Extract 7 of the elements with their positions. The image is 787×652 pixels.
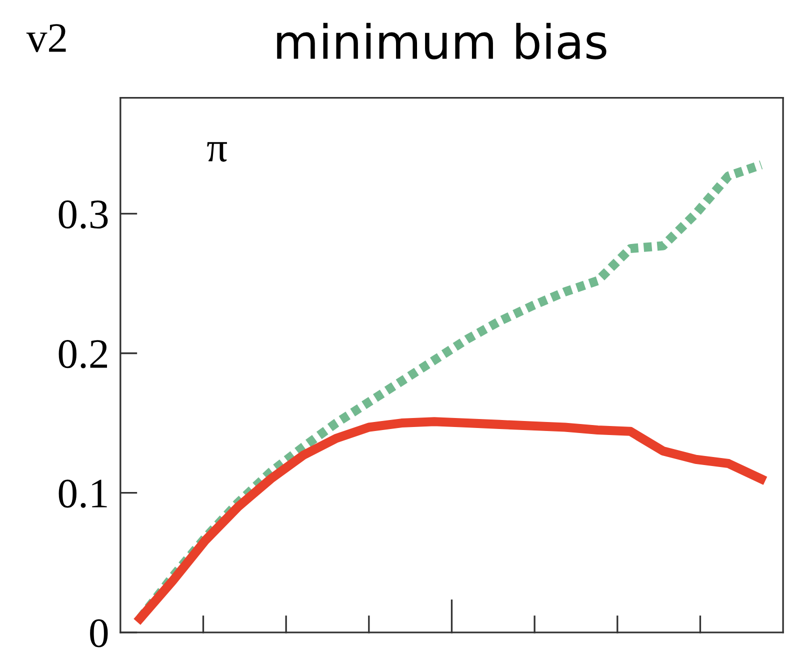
y-tick-label: 0.2: [58, 340, 107, 368]
chart-title: minimum bias: [277, 22, 606, 60]
y-axis-title: v2: [26, 24, 66, 52]
annotation: π: [207, 142, 227, 162]
y-tick-label: 0.3: [58, 200, 108, 229]
y-tick-label: 0: [90, 619, 108, 648]
y-tick-label: 0.1: [58, 480, 107, 508]
